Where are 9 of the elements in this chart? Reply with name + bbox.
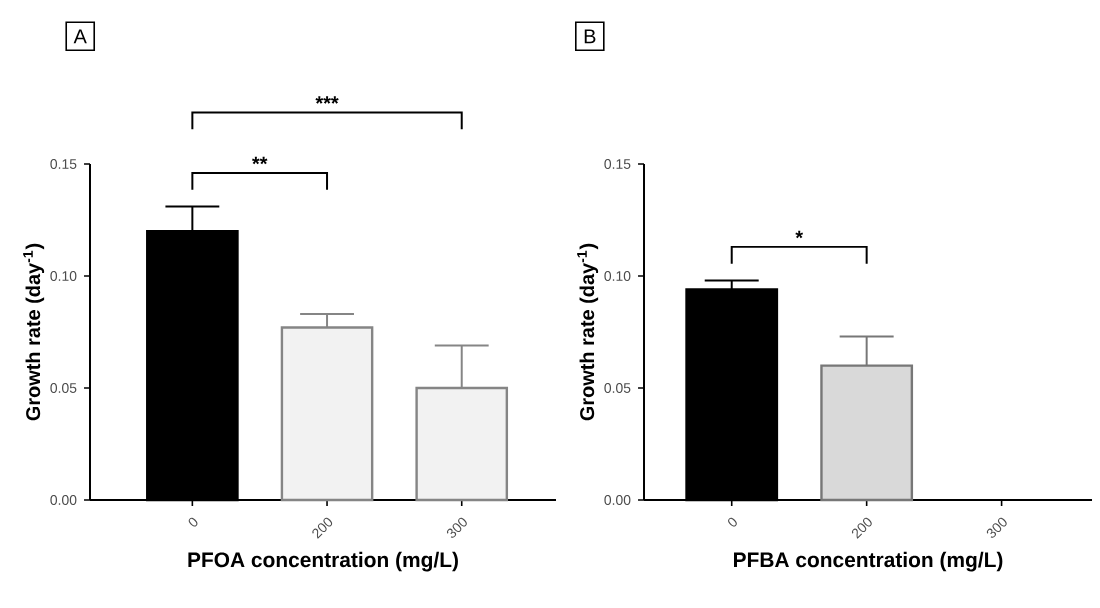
- annotation: *: [795, 230, 804, 239]
- text: A: [73, 29, 87, 44]
- y-axis-title: Growth rate (day$^{-1}$): [577, 243, 599, 421]
- x-axis-title: PFBA concentration (mg/L): [734, 551, 1003, 572]
- y-axis-title: Growth rate (day$^{-1}$): [23, 243, 45, 421]
- text: ***: [315, 96, 339, 104]
- x-axis-title: PFOA concentration (mg/L): [188, 551, 458, 572]
- annotation: **: [252, 156, 268, 165]
- text: B: [584, 29, 596, 44]
